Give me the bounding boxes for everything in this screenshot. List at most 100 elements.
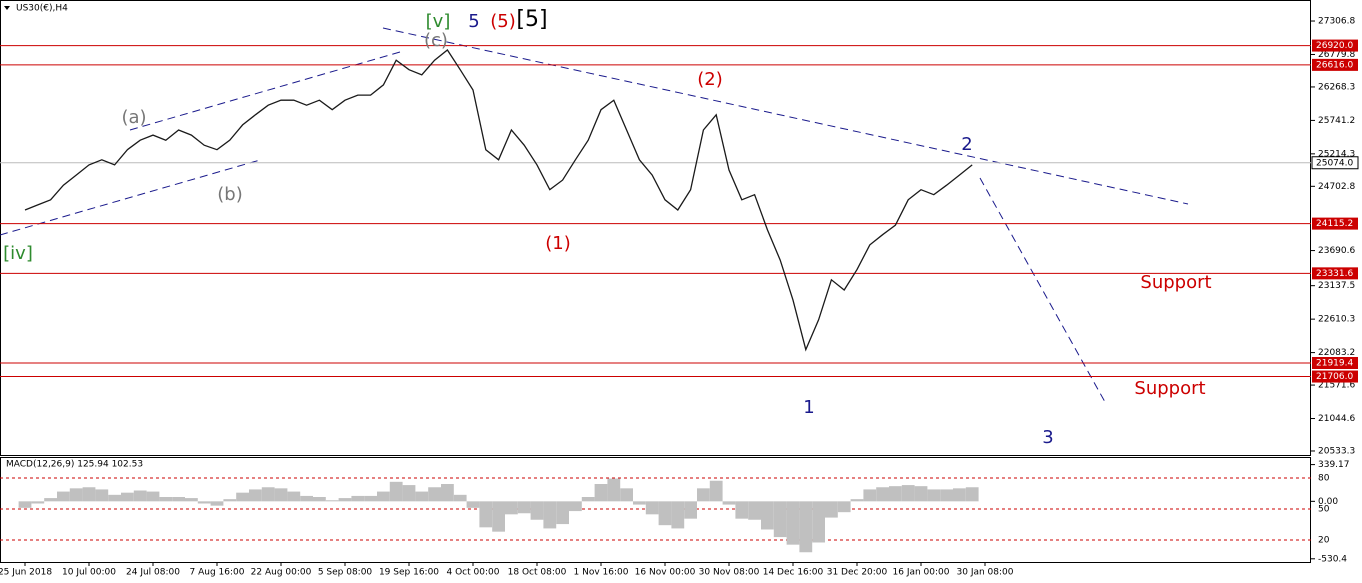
y-tick-label: 20533.3 [1318,446,1355,456]
macd-bar [825,501,838,518]
wave-label: [5] [516,7,547,32]
macd-bar [556,501,569,525]
macd-bar [453,494,467,502]
macd-bar [684,501,697,519]
x-tick-label: 5 Sep 08:00 [318,568,373,578]
macd-bar [133,490,147,502]
wave-label: (c) [424,30,448,51]
macd-bar [261,487,275,502]
level-tag [1312,370,1358,383]
wave-label: 1 [803,397,814,418]
menu-arrow [4,6,10,10]
macd-frame [0,457,1311,563]
macd-bar [146,491,160,502]
macd-bar [645,501,659,515]
y-tick-label: 27306.8 [1318,17,1355,27]
macd-bar [18,501,32,508]
x-tick-label: 31 Dec 20:00 [827,568,888,578]
macd-bar [953,488,966,502]
macd-bar [197,501,211,504]
macd-bar [44,498,57,502]
y-tick-label: 22083.2 [1318,348,1355,358]
level-label: 21919.4 [1316,358,1353,368]
macd-bar [505,501,518,515]
macd-bar [594,484,608,502]
macd-label: MACD(12,26,9) 125.94 102.53 [6,460,143,470]
x-tick-label: 14 Dec 16:00 [763,568,824,578]
wave-label: (2) [697,69,723,90]
wave-label: [iv] [3,243,33,264]
wave-label: 5 [468,11,479,32]
macd-bar [633,501,646,505]
level-tag [1312,267,1358,280]
macd-bar [415,491,429,502]
macd-bar [876,487,889,502]
macd-bar [735,501,749,519]
wave-label: 2 [961,134,972,155]
wave-label: Support [1134,378,1205,399]
x-tick-label: 16 Nov 00:00 [635,568,696,578]
chart-title: US30(€),H4 [16,4,68,14]
macd-bar [69,488,83,502]
macd-bar [274,488,288,502]
macd-bar [722,501,736,505]
current-price-tag [1311,156,1359,170]
x-tick-label: 7 Aug 16:00 [190,568,245,578]
x-tick-label: 19 Sep 16:00 [379,568,439,578]
wave-label: [v] [426,11,451,32]
y-tick-label: 23690.6 [1318,246,1355,256]
level-tag [1312,217,1358,230]
x-tick-label: 18 Oct 08:00 [508,568,567,578]
macd-bar [799,501,813,553]
macd-bar [581,497,595,502]
macd-bar [236,492,249,502]
macd-bar [786,501,800,545]
macd-bar [185,498,198,502]
macd-bar [466,501,480,508]
wave-label: (a) [121,107,146,128]
macd-bar [901,485,915,502]
y-tick-label: 23137.5 [1318,281,1355,291]
macd-bar [428,487,441,502]
macd-bar [837,501,851,513]
macd-bar [965,487,979,502]
macd-bar [351,495,365,502]
level-label: 21706.0 [1316,372,1353,382]
macd-bar [364,495,377,502]
price-line [24,49,973,352]
macd-bar [325,500,339,502]
macd-bar [658,501,672,526]
macd-bar [223,499,237,502]
macd-bar [287,491,301,502]
x-tick-label: 1 Nov 16:00 [574,568,629,578]
macd-bar [709,480,723,502]
macd-bar [927,489,941,502]
level-tag [1312,39,1358,52]
macd-bar [748,501,761,520]
y-tick-label: 26268.3 [1318,82,1355,92]
level-tag [1312,356,1358,369]
macd-bar [620,488,633,502]
macd-bar [108,494,121,502]
macd-bar [57,491,70,502]
macd-bar [761,501,774,530]
macd-bar [607,478,621,502]
x-tick-label: 4 Oct 00:00 [447,568,500,578]
macd-bar [569,501,582,512]
macd-bar [889,486,902,502]
macd-bar [697,488,710,502]
x-tick-label: 22 Aug 00:00 [251,568,312,578]
macd-bar [377,491,390,502]
macd-level-label: 20 [1318,536,1330,546]
level-label: 23331.6 [1316,269,1353,279]
macd-bar [82,487,96,502]
y-tick-label: 25214.3 [1318,149,1355,159]
macd-bar [773,501,787,538]
macd-level-label: 50 [1318,505,1330,515]
macd-bar [95,489,109,502]
macd-bar [210,501,224,506]
x-tick-label: 16 Jan 00:00 [893,568,950,578]
macd-bar [479,501,493,528]
